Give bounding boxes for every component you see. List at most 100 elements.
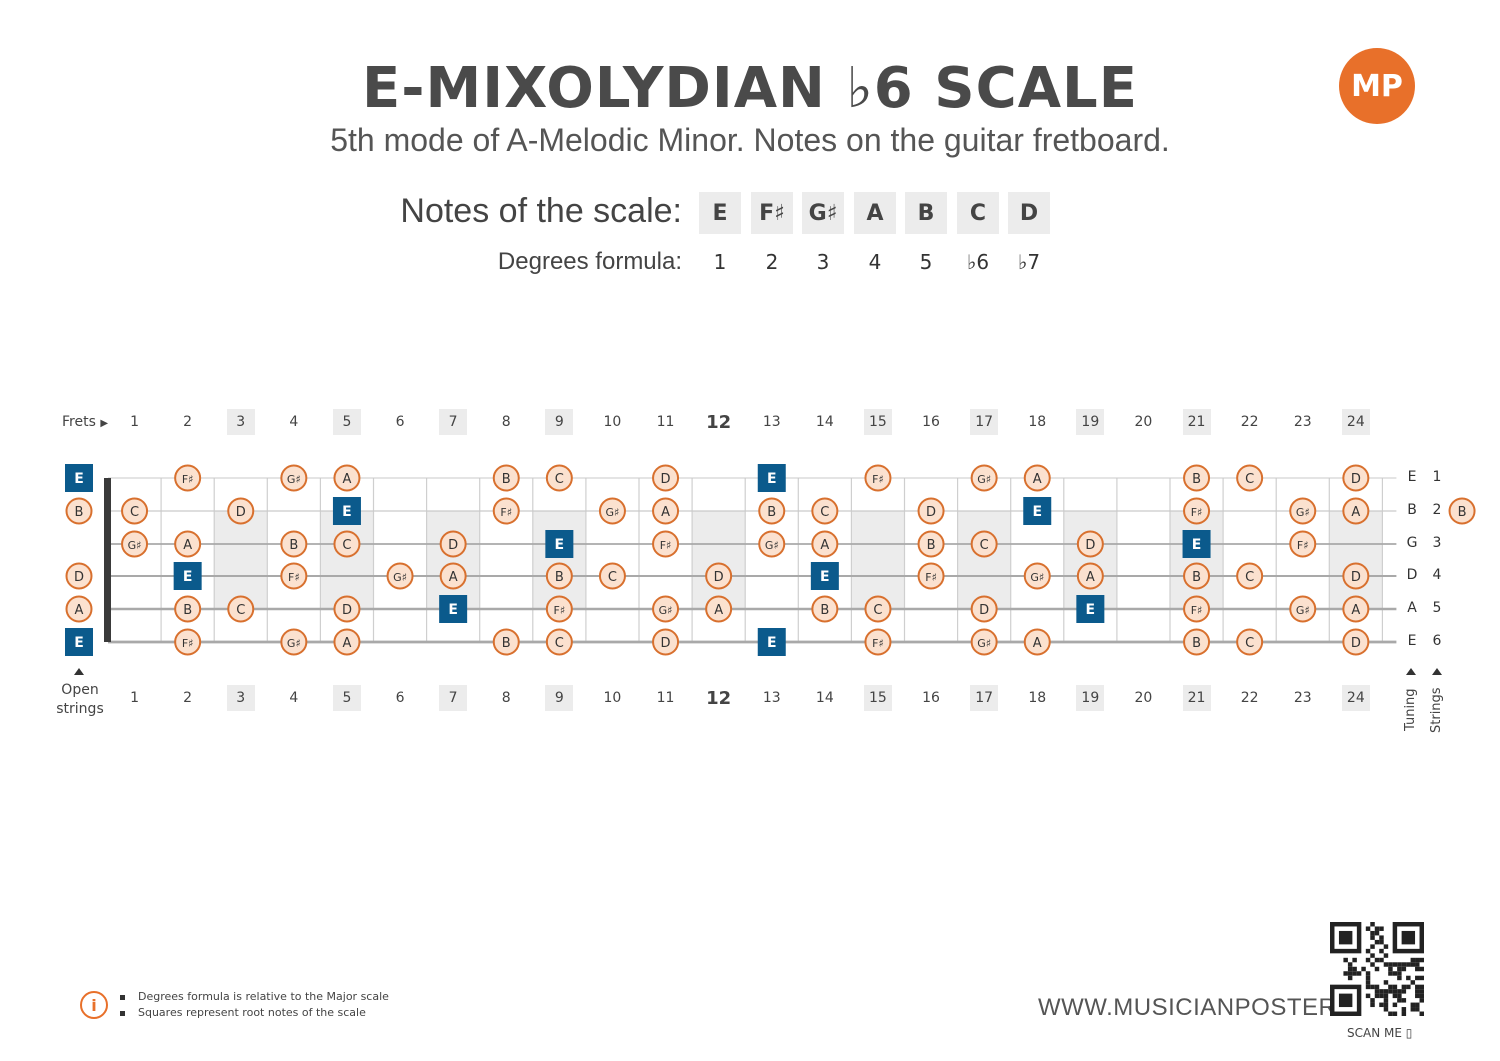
note-label: C [980,538,989,553]
note-label: A [342,472,351,487]
note-label: D [1351,636,1361,651]
note-marker [439,530,467,558]
root-note-marker [545,530,574,558]
note-label: C [608,570,617,585]
note-label: B [75,505,84,520]
fret-number: 2 [183,414,193,430]
note-marker [492,628,520,656]
note-marker [970,595,998,623]
note-label: F♯ [554,604,566,617]
note-marker [174,595,202,623]
scale-degree: 4 [868,250,882,274]
fret-number: 12 [706,411,732,433]
fret-number: 2 [183,690,193,706]
note-marker [1183,562,1211,590]
note-label: D [448,538,458,553]
fret-number: 9 [545,685,574,711]
fret-number: 14 [815,414,834,430]
note-marker [121,530,149,558]
string-number: 3 [1432,535,1442,551]
note-label: F♯ [288,571,300,584]
string-number: 6 [1432,633,1442,649]
note-label: B [555,570,564,585]
note-label: G♯ [287,473,301,486]
qr-code-icon[interactable] [1330,922,1424,1016]
note-label: A [75,603,84,618]
note-marker [1289,530,1317,558]
fret-marker-band [532,511,586,609]
string-tuning: D [1406,567,1418,583]
note-marker [1076,530,1104,558]
logo[interactable]: MP [1339,48,1415,124]
strings-label: Strings [1429,687,1444,733]
root-note-label: E [74,471,84,487]
note-label: G♯ [1296,506,1310,519]
note-marker [1448,497,1476,525]
note-label: D [1085,538,1095,553]
note-label: D [74,570,84,585]
note-marker [652,497,680,525]
footer-note-roots: Squares represent root notes of the scal… [120,1006,366,1019]
root-note-marker [1023,497,1052,525]
fret-number: 7 [439,685,468,711]
scale-note: E [699,192,741,234]
note-marker [1023,562,1051,590]
note-label: A [1351,603,1360,618]
fret-number: 7 [439,409,468,435]
tuning-arrow-icon [1406,668,1416,675]
root-note-label: E [448,602,458,618]
open-strings-label: Open strings [56,682,104,717]
note-label: B [183,603,192,618]
note-label: A [820,538,829,553]
fret-marker-band [1170,511,1224,609]
note-label: D [342,603,352,618]
note-label: C [820,505,829,520]
string-tuning: G [1406,535,1418,551]
note-label: F♯ [925,571,937,584]
scale-degree: 5 [919,250,933,274]
note-marker [652,464,680,492]
fret-number: 21 [1182,685,1211,711]
fret-number: 20 [1134,414,1153,430]
string-number: 4 [1432,567,1442,583]
note-marker [864,464,892,492]
note-marker [970,628,998,656]
fret-number: 4 [289,414,299,430]
note-marker [598,562,626,590]
note-label: D [236,505,246,520]
note-label: G♯ [977,637,991,650]
note-label: C [342,538,351,553]
note-label: A [449,570,458,585]
root-note-marker [1182,530,1211,558]
note-marker [280,530,308,558]
note-marker [439,562,467,590]
fret-number: 8 [501,414,511,430]
fret-number: 1 [130,414,139,430]
note-marker [545,595,573,623]
note-label: D [661,472,671,487]
fret-number: 5 [332,685,361,711]
note-marker [227,595,255,623]
string-tuning: E [1407,469,1417,485]
note-label: D [661,636,671,651]
note-marker [333,628,361,656]
root-note-marker [439,595,468,623]
scale-degree: 3 [816,250,830,274]
note-marker [864,595,892,623]
note-label: B [1192,636,1201,651]
note-label: G♯ [128,539,142,552]
note-marker [1342,628,1370,656]
notes-label: Notes of the scale: [400,192,682,230]
note-label: D [714,570,724,585]
note-marker [598,497,626,525]
note-marker [864,628,892,656]
string-tuning: E [1407,633,1417,649]
note-label: C [873,603,882,618]
fret-marker-band [214,511,268,609]
fret-number: 17 [970,685,999,711]
note-marker [492,464,520,492]
note-marker [174,530,202,558]
open-strings-arrow-icon [74,668,84,675]
note-label: F♯ [872,637,884,650]
fret-marker-band [1063,511,1117,609]
